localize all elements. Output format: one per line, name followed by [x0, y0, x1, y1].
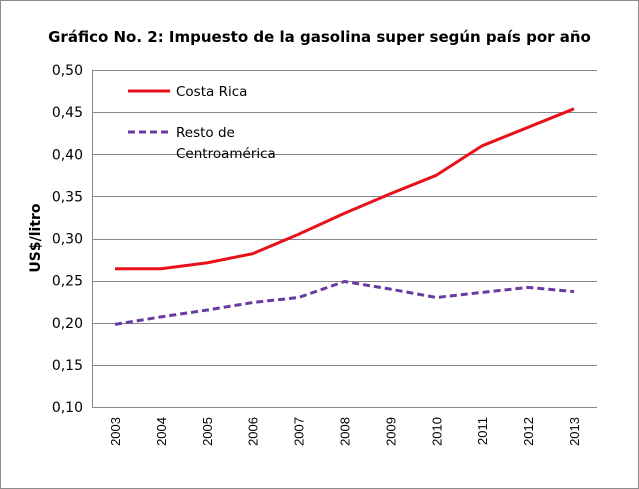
- chart-title: Gráfico No. 2: Impuesto de la gasolina s…: [48, 28, 591, 46]
- x-tick-label: 2005: [200, 417, 215, 446]
- x-tick-label: 2011: [475, 417, 490, 445]
- legend: Costa Rica Resto de Centroamérica: [128, 84, 276, 162]
- y-tick-label: 0,35: [52, 189, 83, 205]
- series-line-costa-rica: [115, 107, 575, 271]
- y-axis-ticks: 0,10 0,15 0,20 0,25 0,30 0,35 0,40 0,45 0,50: [52, 63, 83, 416]
- y-tick-label: 0,15: [52, 358, 83, 374]
- x-tick-label: 2012: [521, 417, 536, 446]
- x-axis-ticks: 2003 2004 2005 2006 2007 2008 2009 2010 2011 2012…: [108, 417, 582, 446]
- y-tick-label: 0,40: [52, 147, 83, 163]
- y-tick-label: 0,50: [52, 63, 83, 79]
- y-tick-label: 0,25: [52, 274, 83, 290]
- legend-label: Centroamérica: [176, 146, 276, 162]
- series-line-resto-centroamerica: [114, 280, 575, 326]
- x-tick-label: 2010: [429, 417, 444, 446]
- x-tick-label: 2004: [154, 417, 169, 446]
- x-tick-label: 2006: [246, 417, 261, 446]
- y-tick-label: 0,45: [52, 105, 83, 121]
- legend-label: Resto de: [176, 125, 235, 141]
- y-tick-label: 0,20: [52, 316, 83, 332]
- legend-label: Costa Rica: [176, 84, 247, 100]
- series-lines: [114, 107, 575, 326]
- x-tick-label: 2007: [292, 417, 307, 446]
- x-tick-label: 2003: [108, 417, 123, 446]
- gridlines: [92, 70, 597, 408]
- x-tick-label: 2008: [338, 417, 353, 446]
- x-tick-label: 2009: [383, 417, 398, 446]
- x-tick-label: 2013: [567, 417, 582, 446]
- y-tick-label: 0,30: [52, 232, 83, 248]
- y-tick-label: 0,10: [52, 400, 83, 416]
